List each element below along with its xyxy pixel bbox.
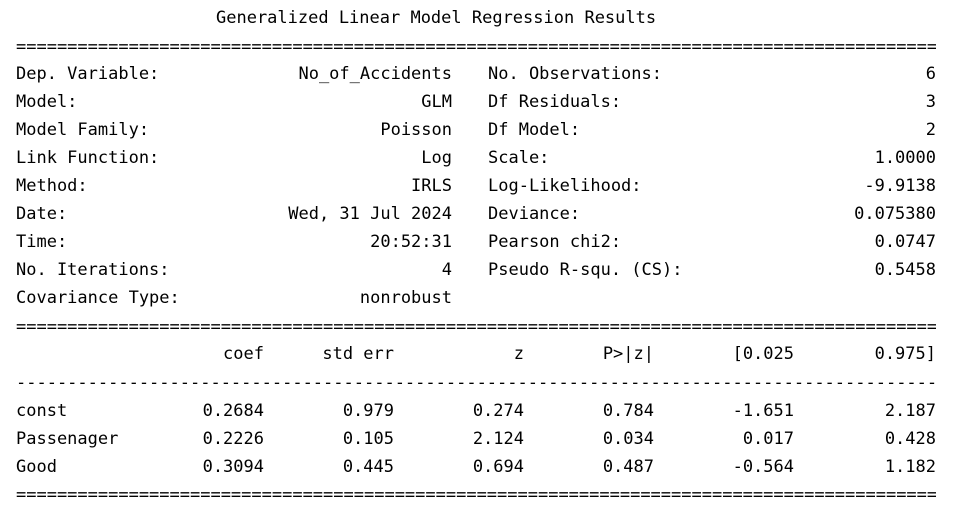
- info-label: Scale:: [488, 148, 550, 168]
- cell-coef: 0.3094: [202, 457, 264, 477]
- cell-ci-high: 2.187: [884, 401, 936, 421]
- row-name: Good: [16, 457, 57, 477]
- info-value: IRLS: [411, 176, 452, 196]
- cell-p-value: 0.034: [602, 429, 654, 449]
- info-value: 6: [925, 64, 936, 84]
- column-header: coef: [223, 344, 264, 364]
- info-label: Link Function:: [16, 148, 160, 168]
- info-label: Df Model:: [488, 120, 581, 140]
- row-name: const: [16, 401, 68, 421]
- info-label: No. Observations:: [488, 64, 662, 84]
- info-value: No_of_Accidents: [298, 64, 452, 84]
- cell-ci-low: 0.017: [742, 429, 794, 449]
- info-label: Df Residuals:: [488, 92, 622, 112]
- cell-coef: 0.2684: [202, 401, 264, 421]
- info-value: nonrobust: [359, 288, 452, 308]
- info-label: Method:: [16, 176, 88, 196]
- info-value: 0.5458: [874, 260, 936, 280]
- info-value: GLM: [421, 92, 452, 112]
- column-header: 0.975]: [874, 344, 936, 364]
- cell-ci-high: 1.182: [884, 457, 936, 477]
- info-label: Dep. Variable:: [16, 64, 160, 84]
- info-label: Model Family:: [16, 120, 150, 140]
- column-header: [0.025: [732, 344, 794, 364]
- info-value: 1.0000: [874, 148, 936, 168]
- info-value: Log: [421, 148, 452, 168]
- info-value: 20:52:31: [370, 232, 452, 252]
- info-label: Covariance Type:: [16, 288, 180, 308]
- cell-std-err: 0.979: [342, 401, 394, 421]
- info-value: 3: [925, 92, 936, 112]
- cell-z: 0.274: [472, 401, 524, 421]
- info-label: Time:: [16, 232, 68, 252]
- cell-ci-low: -1.651: [732, 401, 794, 421]
- cell-z: 0.694: [472, 457, 524, 477]
- info-value: Poisson: [380, 120, 452, 140]
- info-value: -9.9138: [864, 176, 936, 196]
- column-header: z: [513, 344, 524, 364]
- info-label: No. Iterations:: [16, 260, 170, 280]
- info-label: Model:: [16, 92, 78, 112]
- info-label: Pearson chi2:: [488, 232, 622, 252]
- info-value: Wed, 31 Jul 2024: [288, 204, 452, 224]
- info-label: Pseudo R-squ. (CS):: [488, 260, 683, 280]
- cell-p-value: 0.784: [602, 401, 654, 421]
- column-header: std err: [322, 344, 394, 364]
- row-name: Passenager: [16, 429, 119, 449]
- info-value: 0.075380: [854, 204, 936, 224]
- separator-single: ----------------------------------------…: [16, 373, 936, 393]
- table-title: Generalized Linear Model Regression Resu…: [216, 8, 657, 28]
- cell-ci-low: -0.564: [732, 457, 794, 477]
- column-header: P>|z|: [602, 344, 654, 364]
- separator-double: ========================================…: [16, 485, 936, 505]
- cell-std-err: 0.105: [342, 429, 394, 449]
- cell-ci-high: 0.428: [884, 429, 936, 449]
- info-value: 2: [925, 120, 936, 140]
- cell-p-value: 0.487: [602, 457, 654, 477]
- info-label: Log-Likelihood:: [488, 176, 642, 196]
- info-value: 4: [441, 260, 452, 280]
- cell-coef: 0.2226: [202, 429, 264, 449]
- info-value: 0.0747: [874, 232, 936, 252]
- separator-double: ========================================…: [16, 317, 936, 337]
- info-label: Date:: [16, 204, 68, 224]
- cell-z: 2.124: [472, 429, 524, 449]
- cell-std-err: 0.445: [342, 457, 394, 477]
- info-label: Deviance:: [488, 204, 581, 224]
- separator-double: ========================================…: [16, 37, 936, 57]
